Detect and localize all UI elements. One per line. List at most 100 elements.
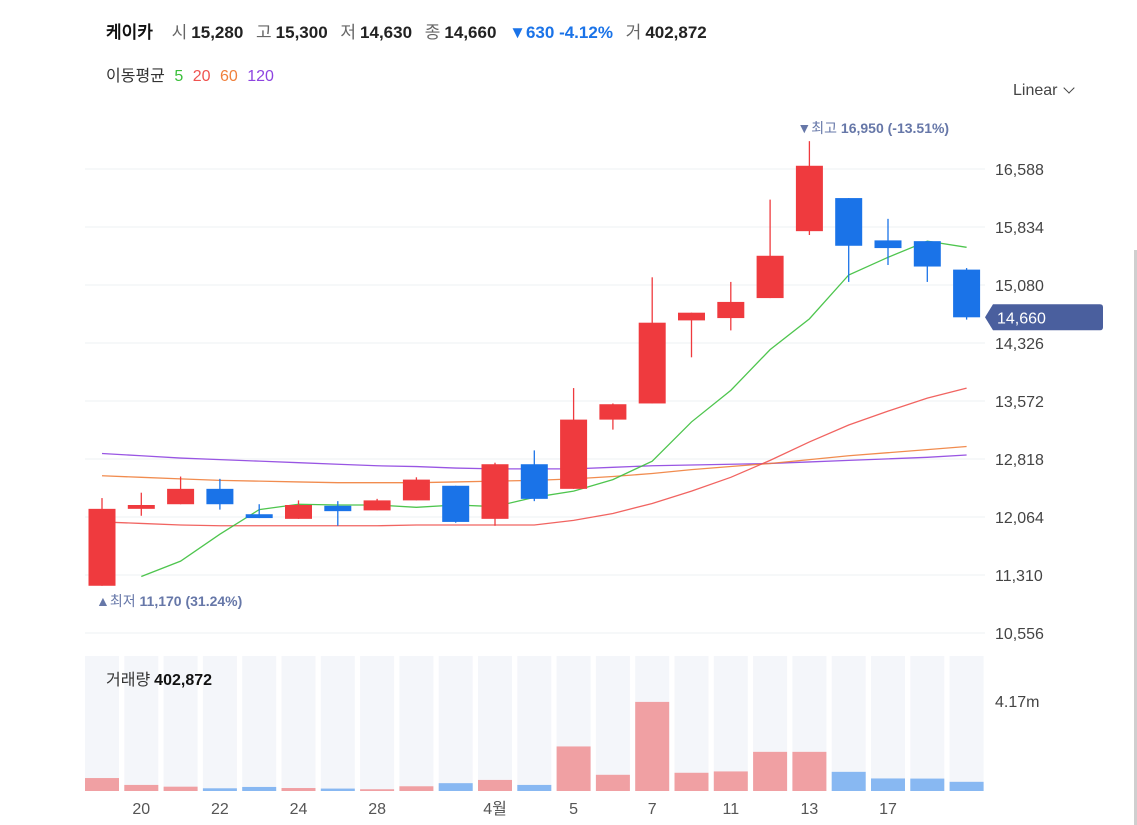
candle-body	[442, 485, 470, 522]
x-tick-label: 7	[648, 801, 657, 818]
volume-bar	[556, 746, 591, 791]
ma20-line	[101, 387, 967, 527]
volume-column-bg	[713, 656, 748, 791]
candle-body	[88, 508, 116, 586]
ma5-line	[141, 240, 967, 578]
volume-column-bg	[595, 656, 630, 791]
y-tick-label: 14,326	[995, 336, 1044, 353]
candle-body	[599, 404, 627, 420]
candle-body	[678, 312, 705, 321]
candle-body	[560, 419, 588, 489]
volume-column-bg	[478, 656, 512, 791]
close-label: 종	[424, 23, 441, 42]
y-tick-label: 11,310	[995, 568, 1043, 585]
scale-dropdown[interactable]: Linear	[1013, 82, 1076, 100]
low-label: 저	[340, 23, 357, 42]
ma20-legend[interactable]: 20	[192, 68, 211, 85]
x-tick-label: 4월	[483, 800, 507, 818]
ma60-legend[interactable]: 60	[219, 68, 238, 85]
candle-body	[953, 269, 981, 318]
stock-name: 케이카	[106, 23, 153, 42]
volume-bar	[831, 771, 866, 791]
x-tick-label: 17	[879, 801, 897, 818]
scrollbar[interactable]	[1134, 250, 1137, 825]
candle-body	[127, 505, 155, 509]
candle-body	[206, 488, 234, 505]
volume-column-bg	[910, 656, 945, 791]
x-tick-label: 24	[290, 801, 308, 818]
candle-body	[913, 241, 941, 267]
candle-body	[245, 514, 273, 519]
y-tick-label: 12,064	[995, 510, 1044, 527]
volume-column-bg	[438, 656, 473, 791]
candle-body	[285, 505, 312, 519]
volume-column-bg	[831, 656, 866, 791]
volume-bar	[124, 784, 159, 791]
volume-column-bg	[517, 656, 552, 791]
volume-bar	[202, 788, 237, 791]
x-tick-label: 28	[368, 801, 386, 818]
volume-bar	[713, 771, 748, 791]
volume-label: 거	[625, 23, 642, 42]
volume-column-bg	[399, 656, 434, 791]
volume-column-bg	[281, 656, 316, 791]
high-annotation: ▼최고 16,950 (-13.51%)	[797, 120, 949, 136]
volume-axis-label: 4.17m	[995, 694, 1039, 711]
volume-bar	[320, 788, 355, 791]
volume-column-bg	[871, 656, 905, 791]
candle-body	[363, 500, 391, 511]
candle-body	[717, 301, 745, 319]
low-annotation: ▲최저 11,170 (31.24%)	[96, 593, 242, 609]
x-tick-label: 22	[211, 801, 229, 818]
candle-body	[167, 488, 195, 505]
candle-body	[638, 322, 666, 404]
high-label: 고	[256, 23, 272, 42]
volume-bar	[517, 784, 552, 791]
scale-value: Linear	[1013, 82, 1058, 99]
current-price-label: 14,660	[997, 310, 1046, 327]
current-price-tag	[985, 304, 1103, 331]
candle-body	[795, 165, 823, 232]
y-tick-label: 10,556	[995, 626, 1044, 643]
volume-bar	[635, 701, 670, 791]
volume-bar	[281, 788, 316, 791]
candle-body	[874, 240, 902, 249]
volume-bar	[792, 751, 827, 791]
volume-bar	[242, 786, 277, 791]
candle-body	[324, 505, 352, 512]
candle-body	[402, 479, 430, 501]
volume-column-bg	[674, 656, 709, 791]
x-tick-label: 13	[801, 801, 819, 818]
y-tick-label: 16,588	[995, 162, 1044, 179]
volume-bar	[163, 786, 198, 791]
ma120-legend[interactable]: 120	[247, 68, 274, 85]
volume-value: 402,872	[645, 23, 707, 42]
moving-average-title: 이동평균	[106, 68, 165, 85]
volume-bar	[595, 774, 630, 791]
volume-column-bg	[163, 656, 198, 791]
volume-bar	[85, 778, 119, 791]
close-value: 14,660	[444, 23, 497, 42]
candle-body	[835, 198, 863, 246]
y-tick-label: 15,834	[995, 220, 1044, 237]
volume-column-bg	[85, 656, 119, 791]
low-value: 14,630	[360, 23, 413, 42]
volume-bar	[949, 781, 984, 791]
price-change: ▼630 -4.12%	[509, 23, 613, 42]
volume-bar	[871, 778, 905, 791]
volume-column-bg	[242, 656, 277, 791]
x-tick-label: 11	[722, 801, 739, 818]
volume-panel-label: 거래량 402,872	[106, 666, 212, 690]
ma5-legend[interactable]: 5	[174, 68, 184, 85]
volume-bar	[478, 779, 512, 791]
volume-bar	[399, 786, 434, 791]
volume-column-bg	[949, 656, 984, 791]
open-label: 시	[171, 23, 188, 42]
y-tick-label: 15,080	[995, 278, 1044, 295]
y-tick-label: 12,818	[995, 452, 1044, 469]
volume-bar	[674, 772, 709, 791]
volume-bar	[753, 751, 788, 791]
moving-average-legend: 이동평균 5 20 60 120	[106, 62, 279, 86]
candle-body	[520, 464, 548, 499]
